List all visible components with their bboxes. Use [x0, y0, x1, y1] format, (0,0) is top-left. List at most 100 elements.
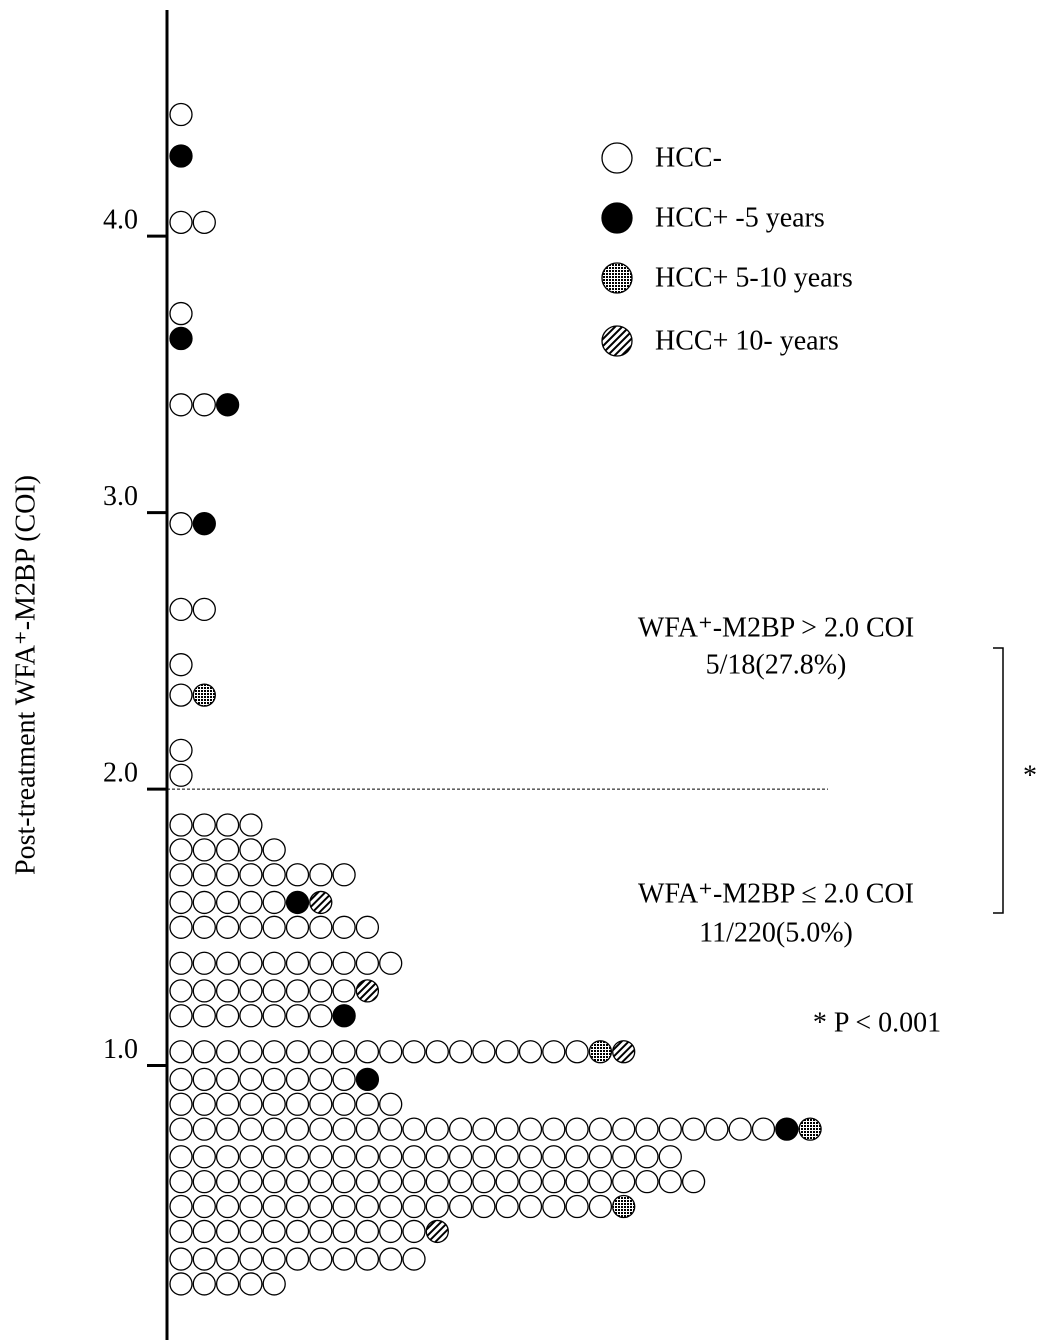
dot: [169, 144, 193, 168]
dot: [262, 1117, 286, 1141]
dot: [332, 1194, 356, 1219]
dot: [658, 1170, 682, 1194]
dot: [588, 1145, 613, 1169]
dot: [239, 1145, 263, 1169]
dot: [169, 512, 193, 536]
annotation: 5/18(27.8%): [706, 649, 847, 680]
dot: [448, 1170, 473, 1194]
dot: [169, 393, 193, 417]
dot: [448, 1040, 473, 1064]
dot: [169, 863, 193, 887]
annotation: WFA⁺-M2BP > 2.0 COI: [638, 612, 914, 643]
dot: [448, 1194, 473, 1219]
legend-marker: [601, 142, 633, 174]
dot: [215, 1092, 240, 1116]
dot: [285, 1040, 310, 1064]
dot: [239, 1067, 263, 1092]
dot: [262, 1272, 286, 1296]
dot: [169, 1067, 193, 1092]
dot: [169, 1194, 193, 1219]
dot: [192, 838, 216, 862]
dot: [239, 838, 263, 862]
dot: [402, 1170, 426, 1194]
dot: [542, 1117, 566, 1141]
dot: [495, 1170, 519, 1194]
dot: [192, 210, 216, 234]
dot: [518, 1145, 543, 1169]
dot: [379, 1170, 403, 1194]
dot: [215, 1067, 240, 1092]
dot: [588, 1170, 613, 1194]
dot: [192, 683, 216, 707]
dot: [192, 1040, 216, 1064]
dot: [215, 1170, 240, 1194]
dot: [332, 1170, 356, 1194]
dot: [262, 1092, 286, 1116]
dot: [309, 979, 333, 1003]
dot: [425, 1117, 449, 1141]
dot: [309, 951, 333, 975]
dot: [402, 1219, 426, 1244]
dot: [215, 1219, 240, 1244]
dot: [448, 1145, 473, 1169]
dot: [565, 1194, 589, 1219]
dot: [262, 1247, 286, 1271]
dot: [169, 890, 193, 915]
dot: [379, 1145, 403, 1169]
dot: [169, 951, 193, 975]
legend-marker: [601, 262, 633, 294]
dot: [285, 1219, 310, 1244]
dot: [518, 1170, 543, 1194]
dot: [635, 1170, 659, 1194]
dot: [215, 838, 240, 862]
dot: [169, 838, 193, 862]
dot: [309, 1040, 333, 1064]
dot: [705, 1117, 729, 1141]
dot: [239, 863, 263, 887]
dot: [309, 863, 333, 887]
dot: [262, 863, 286, 887]
dot: [542, 1194, 566, 1219]
dot: [285, 1194, 310, 1219]
legend-label: HCC+ -5 years: [655, 202, 825, 233]
dot: [658, 1117, 682, 1141]
dot: [192, 512, 216, 536]
dot: [332, 1145, 356, 1169]
dot: [239, 915, 263, 939]
annotation: * P < 0.001: [813, 1007, 941, 1038]
dot: [542, 1040, 566, 1064]
dot: [402, 1117, 426, 1141]
dot: [285, 915, 310, 939]
dot: [169, 1272, 193, 1296]
dot: [309, 1194, 333, 1219]
dot: [169, 813, 193, 837]
dot: [332, 1117, 356, 1141]
dot: [239, 1040, 263, 1064]
dot: [355, 1067, 380, 1092]
dot: [472, 1040, 496, 1064]
legend-label: HCC-: [655, 142, 722, 173]
dot: [448, 1117, 473, 1141]
dot: [285, 1247, 310, 1271]
dot: [495, 1117, 519, 1141]
dot: [309, 1004, 333, 1028]
dot: [262, 1004, 286, 1028]
dot: [355, 951, 380, 975]
dot: [169, 597, 193, 622]
dot: [379, 1219, 403, 1244]
dot: [215, 863, 240, 887]
dot: [332, 915, 356, 939]
dot: [285, 951, 310, 975]
dot: [588, 1117, 613, 1141]
dot: [332, 863, 356, 887]
dot: [215, 1247, 240, 1271]
dot: [262, 890, 286, 915]
dot: [309, 1219, 333, 1244]
dot: [192, 393, 216, 417]
dot: [425, 1194, 449, 1219]
dot: [192, 1067, 216, 1092]
dot: [215, 1004, 240, 1028]
y-tick-label: 2.0: [103, 758, 138, 789]
dot: [309, 1247, 333, 1271]
